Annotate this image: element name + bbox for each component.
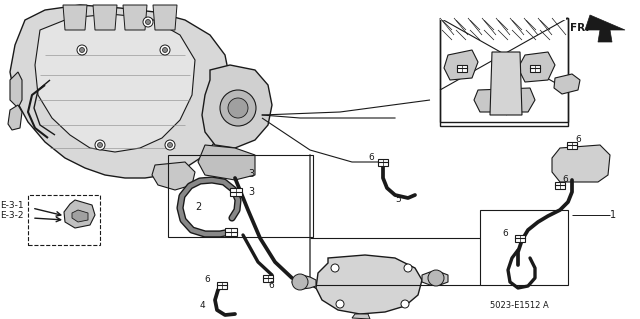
Polygon shape [474, 88, 535, 112]
Polygon shape [292, 275, 316, 289]
Circle shape [79, 48, 84, 53]
Circle shape [145, 19, 150, 25]
Circle shape [228, 98, 248, 118]
Polygon shape [123, 5, 147, 30]
Bar [555, 182, 565, 189]
Polygon shape [352, 314, 370, 319]
Circle shape [404, 264, 412, 272]
Bar [378, 159, 388, 166]
Circle shape [292, 274, 308, 290]
Text: 6: 6 [368, 153, 374, 162]
Polygon shape [64, 200, 95, 228]
Bar [168, 155, 313, 237]
Text: 6: 6 [204, 276, 210, 285]
Text: 3: 3 [248, 169, 254, 179]
Polygon shape [490, 52, 522, 115]
Circle shape [220, 90, 256, 126]
Circle shape [160, 45, 170, 55]
Polygon shape [10, 72, 22, 108]
Circle shape [165, 140, 175, 150]
Polygon shape [63, 5, 87, 30]
Bar [530, 64, 540, 71]
Circle shape [163, 48, 168, 53]
Bar [567, 142, 577, 149]
Circle shape [336, 300, 344, 308]
Polygon shape [518, 52, 555, 82]
Polygon shape [8, 105, 22, 130]
Text: 6: 6 [562, 175, 568, 184]
Text: 4: 4 [200, 300, 205, 309]
Polygon shape [444, 50, 478, 80]
Polygon shape [585, 15, 625, 42]
Bar [515, 234, 525, 241]
Text: 5: 5 [395, 196, 401, 204]
Bar [480, 210, 568, 285]
Text: 6: 6 [268, 280, 274, 290]
Polygon shape [316, 255, 422, 314]
Polygon shape [554, 74, 580, 94]
Bar [440, 18, 568, 126]
Bar [263, 275, 273, 281]
Polygon shape [93, 5, 117, 30]
Bar [28, 195, 100, 245]
Circle shape [168, 143, 173, 147]
Circle shape [143, 17, 153, 27]
Circle shape [428, 270, 444, 286]
Polygon shape [198, 145, 255, 180]
Text: 2: 2 [195, 202, 201, 212]
Text: 3: 3 [248, 187, 254, 197]
Polygon shape [153, 5, 177, 30]
Polygon shape [202, 65, 272, 148]
Polygon shape [35, 14, 195, 152]
Text: E-3-1: E-3-1 [0, 201, 24, 210]
Text: 6: 6 [575, 136, 580, 145]
Circle shape [401, 300, 409, 308]
Polygon shape [152, 162, 195, 190]
Text: 5023-E1512 A: 5023-E1512 A [490, 300, 548, 309]
Circle shape [331, 264, 339, 272]
Polygon shape [552, 145, 610, 182]
Polygon shape [10, 5, 230, 178]
Bar [457, 64, 467, 71]
Polygon shape [422, 272, 448, 285]
Circle shape [77, 45, 87, 55]
Circle shape [97, 143, 102, 147]
Circle shape [95, 140, 105, 150]
Polygon shape [72, 210, 88, 222]
Bar [230, 188, 242, 196]
Text: FR.: FR. [570, 23, 589, 33]
Bar [225, 228, 237, 236]
Bar [217, 281, 227, 288]
Text: E-3-2: E-3-2 [0, 211, 24, 220]
Text: 1: 1 [610, 210, 616, 220]
Text: 6: 6 [502, 229, 508, 239]
